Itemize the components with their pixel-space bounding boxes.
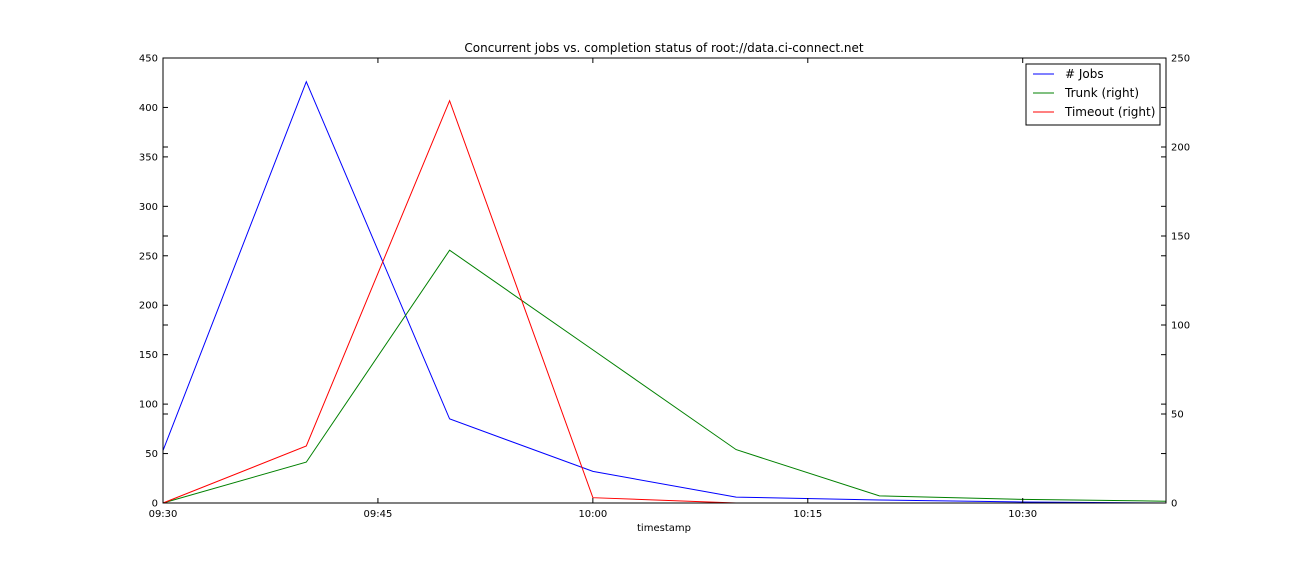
x-tick-label: 09:45 (364, 509, 393, 520)
legend-label-1: Trunk (right) (1064, 86, 1139, 100)
x-axis: 09:30 09:45 10:00 10:15 10:30 (149, 58, 1037, 520)
left-tick-label: 450 (139, 54, 158, 65)
left-tick-label: 50 (145, 449, 158, 460)
right-tick-label: 50 (1171, 410, 1184, 421)
legend-label-0: # Jobs (1065, 67, 1104, 81)
left-axis: 0 50 100 150 200 250 300 350 400 450 (139, 54, 1166, 510)
series-line-2 (162, 99, 1166, 504)
left-tick-label: 250 (139, 251, 158, 262)
right-tick-label: 0 (1171, 499, 1177, 510)
x-axis-label: timestamp (637, 523, 691, 534)
right-tick-label: 250 (1171, 54, 1190, 65)
left-tick-label: 200 (139, 301, 158, 312)
right-tick-label: 100 (1171, 321, 1190, 332)
right-tick-label: 150 (1171, 232, 1190, 243)
left-tick-label: 0 (152, 499, 158, 510)
left-tick-label: 150 (139, 350, 158, 361)
x-tick-label: 10:30 (1008, 509, 1037, 520)
plot-lines (162, 80, 1167, 504)
series-line-1 (162, 249, 1167, 504)
right-axis: 0 50 100 150 200 250 (163, 54, 1190, 510)
x-tick-label: 10:00 (578, 509, 607, 520)
chart-title: Concurrent jobs vs. completion status of… (464, 41, 864, 55)
x-tick-label: 10:15 (793, 509, 822, 520)
right-tick-label: 200 (1171, 143, 1190, 154)
legend: # Jobs Trunk (right) Timeout (right) (1025, 63, 1161, 126)
series-line-0 (162, 80, 1167, 504)
left-tick-label: 100 (139, 400, 158, 411)
left-tick-label: 350 (139, 152, 158, 163)
plot-frame (162, 57, 1167, 504)
legend-label-2: Timeout (right) (1064, 105, 1155, 119)
left-tick-label: 300 (139, 202, 158, 213)
left-tick-label: 400 (139, 103, 158, 114)
x-tick-label: 09:30 (149, 509, 178, 520)
